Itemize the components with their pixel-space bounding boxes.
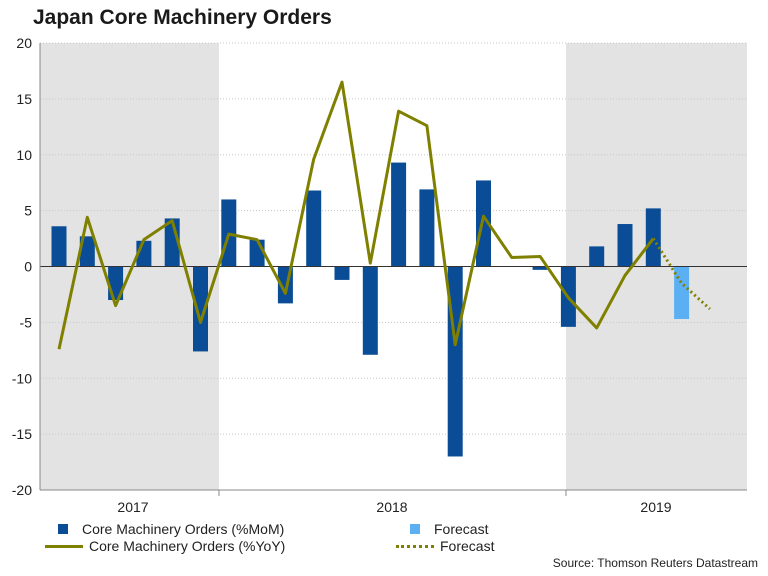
bar-mom <box>589 246 605 267</box>
y-tick-label: 15 <box>16 91 32 107</box>
y-tick-label: -10 <box>12 370 32 386</box>
bar-forecast <box>674 266 690 320</box>
legend-swatch-forecast-bar <box>410 524 420 534</box>
bar-mom <box>249 239 265 267</box>
legend-mom: Core Machinery Orders (%MoM) <box>58 521 284 537</box>
y-tick-label: -15 <box>12 426 32 442</box>
bar-mom <box>79 236 95 267</box>
bar-mom <box>306 190 322 267</box>
bar-mom <box>334 266 350 280</box>
bar-mom <box>645 208 661 267</box>
x-tick-label: 2017 <box>117 499 148 515</box>
legend-yoy: Core Machinery Orders (%YoY) <box>45 538 285 554</box>
legend-label-forecast-bar: Forecast <box>434 521 489 537</box>
legend-forecast-bar: Forecast <box>410 521 488 537</box>
y-tick-label: -20 <box>12 482 32 498</box>
axes <box>39 43 747 496</box>
legend-label-forecast-line: Forecast <box>440 538 495 554</box>
bar-mom <box>617 224 633 267</box>
bar-mom <box>193 266 208 352</box>
y-tick-label: 20 <box>16 35 32 51</box>
y-tick-label: -5 <box>20 314 33 330</box>
bar-mom <box>476 180 491 267</box>
bar-mom <box>51 226 67 267</box>
line-series <box>57 80 711 350</box>
legend-swatch-forecast-line <box>396 544 434 548</box>
legend-label-mom: Core Machinery Orders (%MoM) <box>82 521 285 537</box>
x-tick-label: 2018 <box>376 499 407 515</box>
bar-mom <box>391 162 407 267</box>
legend-swatch-mom <box>58 524 68 534</box>
legend-forecast-line: Forecast <box>396 538 494 554</box>
y-tick-label: 10 <box>16 147 32 163</box>
bar-mom <box>532 266 548 270</box>
source-note: Source: Thomson Reuters Datastream <box>552 556 758 570</box>
legend-label-yoy: Core Machinery Orders (%YoY) <box>89 538 286 554</box>
legend-swatch-yoy <box>45 544 83 548</box>
line-yoy <box>57 80 655 350</box>
axis-labels: 20 15 10 5 0 -5 -10 -15 -20 2017 2018 2019 <box>12 35 672 515</box>
y-tick-label: 0 <box>24 259 32 275</box>
bar-mom <box>362 266 378 355</box>
x-tick-label: 2019 <box>640 499 671 515</box>
y-tick-label: 5 <box>24 203 32 219</box>
bar-mom <box>419 189 435 267</box>
chart-title: Japan Core Machinery Orders <box>33 6 332 29</box>
